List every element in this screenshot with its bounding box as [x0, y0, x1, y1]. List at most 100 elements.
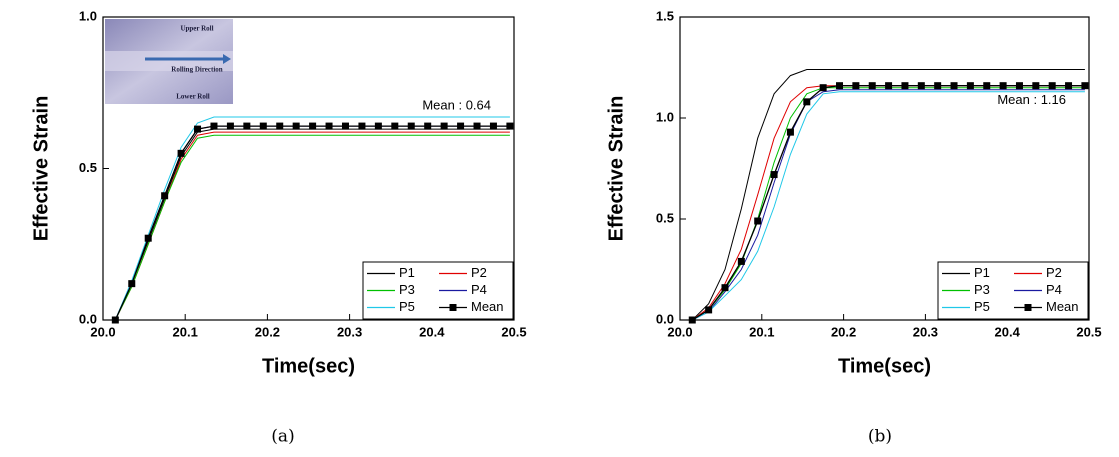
legend-label: P4 [1046, 282, 1062, 297]
y-tick-label: 0.5 [656, 210, 674, 225]
mean-marker [999, 82, 1007, 90]
series-line [691, 69, 1085, 321]
mean-marker [1048, 82, 1056, 90]
mean-marker [276, 122, 284, 130]
mean-marker [210, 122, 218, 130]
mean-marker [341, 122, 349, 130]
legend-label: P3 [399, 282, 415, 297]
mean-marker [754, 217, 762, 225]
legend-label: P3 [974, 282, 990, 297]
x-tick-label: 20.1 [173, 324, 198, 339]
plot-frame [679, 16, 1090, 321]
mean-marker [966, 82, 974, 90]
series-line [114, 116, 510, 321]
mean-marker [457, 122, 465, 130]
panel: 20.0 20.1 20.2 20.3 20.4 20.5 0.0 0.5 1.0 1.5 Time… [605, 8, 1101, 446]
legend-label: P2 [471, 265, 487, 280]
mean-marker [226, 122, 234, 130]
mean-marker [144, 234, 152, 242]
mean-marker [161, 192, 169, 200]
y-axis-label: Effective Strain [30, 96, 52, 242]
legend-label: P1 [974, 265, 990, 280]
inset-roll [105, 51, 233, 71]
mean-marker [325, 122, 333, 130]
mean-marker [128, 280, 136, 288]
legend-label: P2 [1046, 265, 1062, 280]
mean-marker [440, 122, 448, 130]
annotation: Mean : 0.64 [422, 98, 491, 113]
mean-marker [292, 122, 300, 130]
inset-label: Rolling Direction [171, 66, 223, 74]
mean-marker [705, 306, 713, 314]
mean-marker [868, 82, 876, 90]
caption: (b) [868, 427, 892, 447]
x-tick-label: 20.4 [995, 324, 1021, 339]
mean-marker [950, 82, 958, 90]
mean-marker [819, 84, 827, 92]
legend-label: P5 [399, 299, 415, 314]
series-line [114, 134, 510, 321]
mean-marker [770, 171, 778, 179]
legend-label: P1 [399, 265, 415, 280]
mean-marker [1032, 82, 1040, 90]
mean-marker [983, 82, 991, 90]
y-tick-label: 1.0 [656, 109, 674, 124]
legend-marker [1024, 304, 1032, 311]
mean-marker [852, 82, 860, 90]
x-tick-label: 20.0 [90, 324, 115, 339]
mean-marker [803, 98, 811, 106]
y-tick-label: 1.5 [656, 8, 674, 23]
mean-marker [358, 122, 366, 130]
legend-label: P5 [974, 299, 990, 314]
inset-arrowhead [223, 54, 231, 64]
mean-marker [721, 284, 729, 292]
legend-label: P4 [471, 282, 487, 297]
mean-marker [934, 82, 942, 90]
mean-marker [111, 316, 119, 324]
mean-marker [688, 316, 696, 324]
y-tick-label: 1.0 [79, 8, 97, 23]
x-tick-label: 20.3 [337, 324, 362, 339]
mean-marker [1015, 82, 1023, 90]
x-axis-label: Time(sec) [838, 355, 931, 377]
y-tick-label: 0.0 [79, 311, 97, 326]
mean-marker [506, 122, 514, 130]
legend-marker [449, 304, 457, 311]
x-tick-label: 20.1 [749, 324, 774, 339]
inset-label: Upper Roll [180, 25, 213, 33]
legend-label: Mean [471, 299, 504, 314]
inset-label: Lower Roll [176, 93, 210, 101]
mean-marker [473, 122, 481, 130]
x-tick-label: 20.5 [501, 324, 526, 339]
mean-marker [391, 122, 399, 130]
mean-marker [836, 82, 844, 90]
mean-marker [309, 122, 317, 130]
mean-marker [1065, 82, 1073, 90]
mean-marker [737, 257, 745, 265]
panel: 20.0 20.1 20.2 20.3 20.4 20.5 0.0 0.5 1.0 Time(se… [30, 8, 526, 446]
x-tick-label: 20.3 [913, 324, 938, 339]
y-tick-label: 0.0 [656, 311, 674, 326]
series-line [692, 91, 1085, 321]
x-tick-label: 20.4 [419, 324, 445, 339]
x-axis-label: Time(sec) [262, 355, 355, 377]
x-tick-label: 20.5 [1076, 324, 1101, 339]
legend-label: Mean [1046, 299, 1079, 314]
mean-marker [407, 122, 415, 130]
series-line [692, 89, 1085, 321]
mean-marker [885, 82, 893, 90]
x-tick-label: 20.2 [255, 324, 280, 339]
y-axis-label: Effective Strain [605, 96, 627, 242]
mean-marker [1081, 82, 1089, 90]
mean-marker [259, 122, 267, 130]
y-tick-label: 0.5 [79, 160, 97, 175]
mean-marker [489, 122, 497, 130]
caption: (a) [271, 427, 294, 447]
mean-marker [786, 128, 794, 136]
mean-marker [424, 122, 432, 130]
annotation: Mean : 1.16 [997, 92, 1066, 107]
mean-marker [243, 122, 251, 130]
mean-marker [177, 149, 185, 157]
x-tick-label: 20.0 [667, 324, 692, 339]
